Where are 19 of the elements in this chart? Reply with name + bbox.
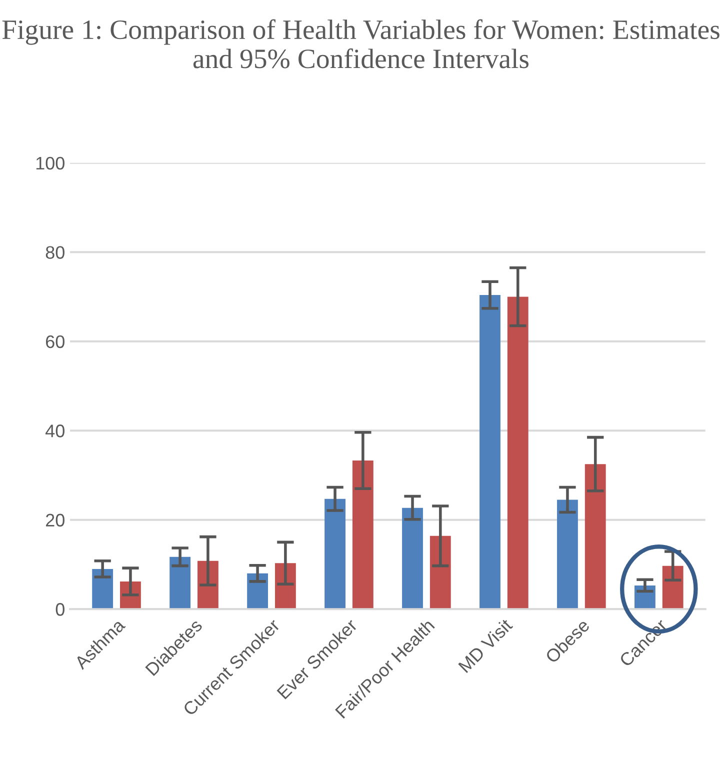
bar [662,566,684,610]
y-tick-label: 0 [56,603,64,616]
bar [402,508,423,610]
y-tick-label: 40 [46,424,64,438]
bar [324,498,346,610]
bar [430,536,451,610]
y-tick-label: 60 [46,335,64,348]
y-tick-label: 20 [46,514,64,527]
bar [480,294,500,610]
x-tick-label: MD Visit [458,618,514,674]
chart-title: Figure 1: Comparison of Health Variables for Women: Estimates and 95% Confidence Intervals [2,19,720,68]
y-tick-label: 100 [36,156,64,170]
bar [557,500,578,610]
bar [352,460,374,610]
bar [584,464,606,610]
y-tick-label: 80 [46,246,64,259]
bar [507,296,528,610]
bar [92,568,114,610]
bar [170,556,191,610]
